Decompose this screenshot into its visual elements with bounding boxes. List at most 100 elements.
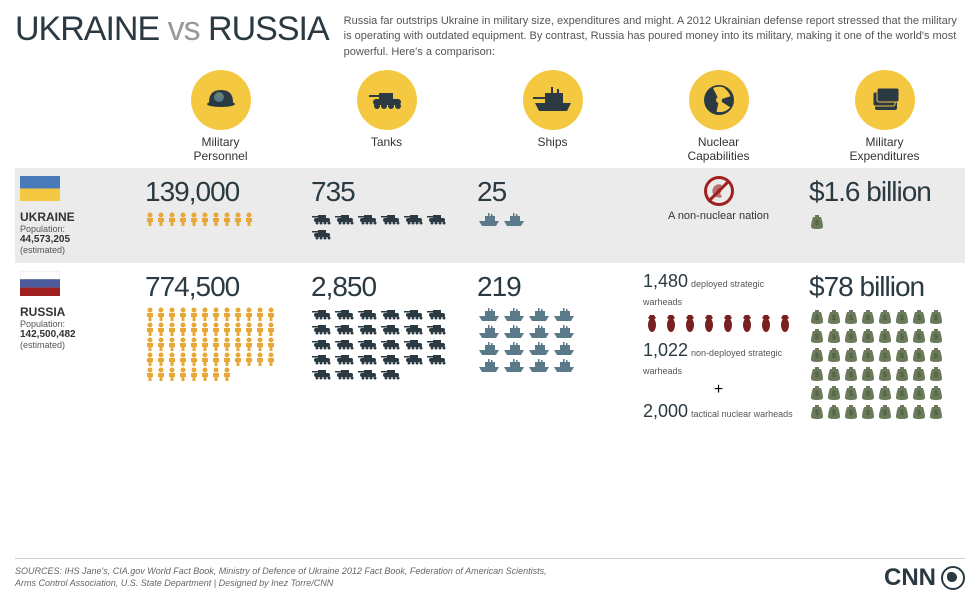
ukraine-label: UKRAINE Population: 44,573,205 (estimate…: [15, 168, 135, 263]
svg-text:$: $: [883, 353, 887, 360]
svg-text:$: $: [917, 353, 921, 360]
nuclear-text: A non-nuclear nation: [643, 210, 794, 222]
svg-text:$: $: [900, 391, 904, 398]
svg-text:$: $: [917, 372, 921, 379]
cat-label: Tanks: [306, 135, 467, 149]
cat-label: NuclearCapabilities: [638, 135, 799, 163]
plus-sign: +: [643, 381, 794, 399]
svg-text:$: $: [900, 372, 904, 379]
ship-icon: [523, 70, 583, 130]
money-icon: [855, 70, 915, 130]
russia-row: RUSSIA Population: 142,500,482 (estimate…: [15, 263, 965, 430]
svg-text:$: $: [900, 334, 904, 341]
svg-text:$: $: [815, 353, 819, 360]
pop-label: Population:: [20, 224, 130, 234]
person-icons: [145, 212, 296, 226]
svg-text:$: $: [815, 410, 819, 417]
svg-text:$: $: [883, 410, 887, 417]
ukraine-row: UKRAINE Population: 44,573,205 (estimate…: [15, 168, 965, 263]
infographic-container: UKRAINE vs RUSSIA Russia far outstrips U…: [0, 0, 980, 600]
svg-text:$: $: [849, 334, 853, 341]
tank-icons: [311, 307, 461, 381]
tank-icon: [357, 70, 417, 130]
svg-text:$: $: [832, 334, 836, 341]
cat-label: MilitaryExpenditures: [804, 135, 965, 163]
cat-ships: Ships: [472, 70, 633, 168]
cat-nuclear: NuclearCapabilities: [638, 70, 799, 168]
person-icons: [145, 307, 285, 381]
value: 219: [477, 271, 628, 303]
svg-text:$: $: [934, 315, 938, 322]
pop-label: Population:: [20, 319, 130, 329]
russia-nuclear-cell: 1,480deployed strategic warheads 1,022no…: [638, 263, 799, 430]
svg-text:$: $: [849, 391, 853, 398]
svg-text:$: $: [934, 334, 938, 341]
svg-text:$: $: [883, 372, 887, 379]
svg-text:$: $: [883, 334, 887, 341]
svg-text:$: $: [815, 315, 819, 322]
russia-flag-icon: [20, 271, 60, 296]
svg-text:$: $: [866, 410, 870, 417]
svg-text:$: $: [934, 372, 938, 379]
cnn-logo: CNN: [884, 564, 965, 592]
svg-text:$: $: [917, 315, 921, 322]
tank-icons: [311, 212, 462, 241]
value: 139,000: [145, 176, 296, 208]
svg-text:$: $: [934, 353, 938, 360]
cat-tanks: Tanks: [306, 70, 467, 168]
svg-text:$: $: [815, 334, 819, 341]
svg-text:$: $: [849, 410, 853, 417]
svg-text:$: $: [917, 391, 921, 398]
header: UKRAINE vs RUSSIA Russia far outstrips U…: [15, 10, 965, 60]
main-title: UKRAINE vs RUSSIA: [15, 10, 329, 49]
svg-text:$: $: [832, 315, 836, 322]
svg-text:$: $: [900, 410, 904, 417]
globe-icon: [941, 566, 965, 590]
svg-text:$: $: [832, 353, 836, 360]
russia-tanks-cell: 2,850: [306, 263, 467, 430]
svg-text:$: $: [917, 334, 921, 341]
svg-text:$: $: [849, 315, 853, 322]
svg-text:$: $: [934, 391, 938, 398]
ukraine-nuclear-cell: A non-nuclear nation: [638, 168, 799, 263]
svg-text:$: $: [815, 220, 819, 227]
cat-personnel: MilitaryPersonnel: [140, 70, 301, 168]
value: 25: [477, 176, 628, 208]
russia-label: RUSSIA Population: 142,500,482 (estimate…: [15, 263, 135, 430]
sources-text: SOURCES: IHS Jane's, CIA.gov World Fact …: [15, 566, 547, 589]
svg-text:$: $: [866, 334, 870, 341]
title-vs: vs: [168, 10, 200, 48]
money-icons: $: [809, 212, 960, 230]
svg-text:$: $: [832, 391, 836, 398]
svg-text:$: $: [900, 315, 904, 322]
svg-text:$: $: [815, 372, 819, 379]
tactical-text: tactical nuclear warheads: [691, 409, 793, 419]
svg-text:$: $: [832, 410, 836, 417]
deployed-num: 1,480: [643, 271, 688, 292]
pop-value: 142,500,482: [20, 329, 130, 340]
cat-label: Ships: [472, 135, 633, 149]
country-name: RUSSIA: [20, 305, 130, 319]
value: $1.6 billion: [809, 176, 960, 208]
svg-text:$: $: [832, 372, 836, 379]
title-country-2: RUSSIA: [208, 10, 329, 48]
ship-icons: [477, 212, 628, 228]
russia-expenditures-cell: $78 billion $$$$$$$$$$$$$$$$$$$$$$$$$$$$…: [804, 263, 965, 430]
value: 2,850: [311, 271, 462, 303]
no-nuclear-icon: [704, 176, 734, 206]
money-icons: $ $ $ $ $ $ $ $ $ $ $ $ $ $ $ $ $ $ $ $ $ $ $ $ $ $ $ $ $ $ $ $ $ $ $ $ $ $ $ $…: [809, 307, 949, 420]
svg-text:$: $: [866, 353, 870, 360]
svg-text:$: $: [883, 315, 887, 322]
svg-text:$: $: [866, 315, 870, 322]
cat-label: MilitaryPersonnel: [140, 135, 301, 163]
value: 774,500: [145, 271, 296, 303]
category-headers: MilitaryPersonnel Tanks Ships NuclearCap…: [15, 70, 965, 168]
ukraine-personnel-cell: 139,000: [140, 168, 301, 263]
tactical-num: 2,000: [643, 401, 688, 422]
ship-icons: [477, 307, 577, 374]
svg-text:$: $: [917, 410, 921, 417]
svg-text:$: $: [934, 410, 938, 417]
value: $78 billion: [809, 271, 960, 303]
svg-text:$: $: [900, 353, 904, 360]
ukraine-flag-icon: [20, 176, 60, 201]
